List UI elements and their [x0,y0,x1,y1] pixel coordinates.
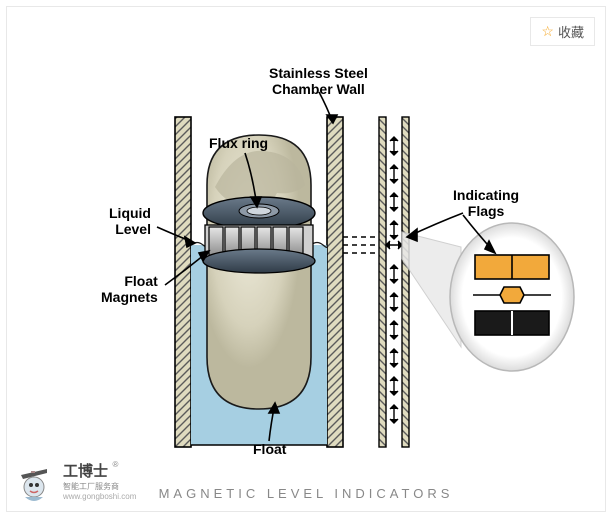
logo-main: 工博士 [63,463,108,480]
logo: 工博士 ® 智能工厂服务商 www.gongboshi.com [17,457,136,503]
logo-sub: 智能工厂服务商 [63,481,136,492]
diagram-svg [57,37,587,467]
label-liquid: LiquidLevel [109,205,151,237]
label-magnets: FloatMagnets [101,273,158,305]
float-magnets [203,225,315,273]
diagram: Stainless SteelChamber Wall Flux ring Li… [57,37,587,467]
label-flags: IndicatingFlags [453,187,519,219]
logo-reg: ® [112,460,118,469]
logo-url: www.gongboshi.com [63,492,136,501]
label-fluxring: Flux ring [209,135,268,151]
flux-lines [343,237,379,253]
label-float: Float [253,441,286,457]
indicator-column [379,117,409,447]
label-chamber: Stainless SteelChamber Wall [269,65,368,97]
flag-detail [450,223,574,371]
logo-cartoon [17,457,59,503]
card: ☆ 收藏 [6,6,606,512]
